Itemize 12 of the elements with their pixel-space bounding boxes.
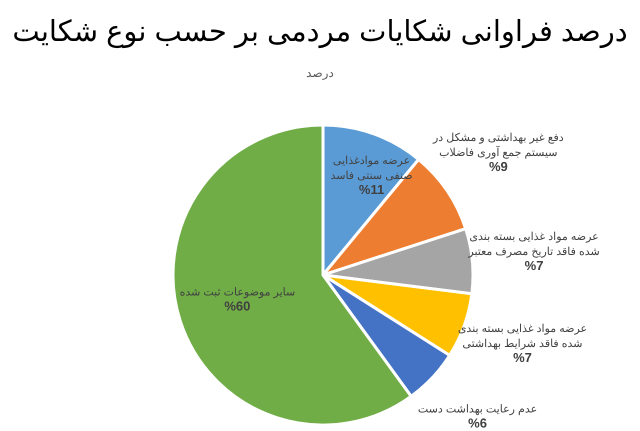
data-label: %60 (224, 298, 250, 314)
data-label: %7 (513, 350, 532, 365)
slice-label: دفع غیر بهداشتی و مشکل در سیستم جمع آوری فاضلاب (432, 132, 564, 159)
data-label: %9 (488, 158, 508, 174)
slice-label: سایر موضوعات ثبت شده (180, 286, 296, 298)
chart-subtitle: درصد (305, 66, 335, 80)
data-label: %6 (468, 416, 487, 431)
slice-label: عدم رعایت بهداشت دست (418, 404, 538, 416)
data-label: %7 (524, 258, 544, 274)
slice-label: عرضه مواد غذایی بسته بندی شده فاقد تاریخ مصرف معتبر (467, 231, 600, 258)
data-label: %11 (358, 182, 384, 198)
chart-title: درصد فراوانی شکایات مردمی بر حسب نوع شکایت (11, 15, 629, 49)
